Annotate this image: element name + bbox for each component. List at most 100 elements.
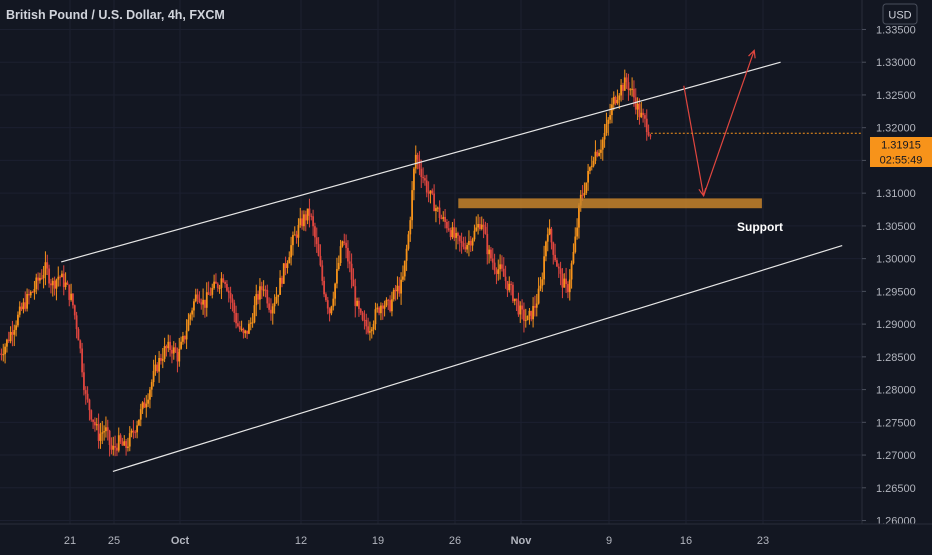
candle-body — [114, 445, 116, 448]
candle-body — [209, 294, 212, 296]
support-label: Support — [737, 220, 783, 234]
candle-body — [644, 115, 646, 119]
candle-body — [317, 244, 320, 256]
candle-body — [213, 281, 215, 289]
candle-body — [576, 227, 578, 237]
candle-body — [612, 96, 615, 105]
time-axis[interactable]: 21 25 Oct 12 19 26 Nov 9 16 23 — [64, 535, 769, 547]
candle-body — [581, 194, 584, 196]
candle-body — [526, 315, 529, 321]
projection-arrow-up — [703, 50, 755, 196]
candle-body — [260, 286, 263, 290]
symbol-title: British Pound / U.S. Dollar, 4h, FXCM — [6, 8, 225, 22]
candle-body — [44, 262, 47, 276]
candle-body — [257, 294, 259, 300]
candle-body — [381, 305, 384, 309]
candle-body — [286, 263, 289, 269]
candle-body — [559, 268, 562, 274]
candle-body — [29, 291, 32, 296]
candle-body — [339, 246, 342, 263]
candle-body — [110, 445, 113, 450]
candle-body — [145, 403, 148, 408]
candle-body — [556, 260, 558, 267]
candle-body — [105, 427, 107, 432]
candle-body — [48, 268, 50, 284]
price-tick-label: 1.28000 — [876, 385, 916, 397]
candle-body — [449, 230, 452, 238]
time-tick-label: 12 — [295, 535, 307, 547]
candle-body — [515, 298, 518, 301]
candle-body — [176, 351, 179, 362]
time-tick-label: 26 — [449, 535, 461, 547]
candle-body — [541, 279, 544, 286]
candle-body — [535, 303, 538, 308]
candle-body — [319, 255, 322, 266]
last-price-value: 1.31915 — [881, 140, 921, 152]
candle-body — [506, 281, 509, 291]
candle-body — [451, 227, 454, 238]
candle-body — [460, 241, 463, 243]
candle-body — [321, 265, 324, 281]
candle-body — [108, 430, 111, 446]
candle-body — [524, 320, 527, 322]
candle-body — [92, 419, 94, 422]
candle-body — [380, 305, 382, 314]
candle-body — [123, 441, 126, 446]
candle-body — [284, 263, 287, 269]
candle-body — [491, 258, 494, 263]
candle-body — [202, 299, 204, 305]
candle-body — [172, 347, 175, 354]
candle-body — [405, 248, 408, 261]
candle-body — [609, 115, 611, 120]
candle-body — [587, 170, 589, 183]
candle-body — [521, 305, 523, 310]
candle-body — [125, 441, 127, 448]
candle-body — [431, 190, 434, 194]
candle-body — [218, 287, 221, 289]
candle-body — [427, 192, 430, 194]
candle-body — [158, 357, 160, 372]
candle-body — [62, 273, 65, 288]
candle-body — [618, 95, 621, 100]
candle-body — [290, 245, 292, 258]
candle-body — [310, 215, 313, 217]
candle-body — [160, 357, 162, 361]
candle-body — [130, 430, 133, 434]
price-tick-label: 1.32000 — [876, 123, 916, 135]
currency-badge[interactable]: USD — [882, 3, 918, 25]
candle-body — [392, 289, 395, 300]
candle-body — [17, 314, 19, 326]
candle-body — [367, 326, 369, 333]
candle-body — [537, 288, 540, 304]
candle-body — [51, 280, 54, 286]
candle-body — [196, 294, 199, 299]
candle-body — [304, 214, 307, 221]
candles-layer — [0, 69, 652, 457]
candle-body — [469, 240, 472, 246]
candle-body — [649, 135, 652, 137]
candle-body — [622, 84, 624, 91]
candle-body — [79, 340, 82, 349]
candle-body — [457, 233, 459, 236]
candle-body — [119, 435, 122, 442]
last-price-tag: 1.31915 02:55:49 — [870, 137, 932, 167]
candle-body — [550, 228, 553, 243]
candle-body — [601, 139, 604, 150]
candle-body — [504, 276, 507, 282]
candle-body — [132, 430, 135, 433]
candle-body — [240, 328, 243, 330]
candle-body — [178, 348, 181, 362]
candle-body — [235, 312, 237, 324]
candle-body — [332, 298, 335, 307]
candle-body — [361, 312, 364, 320]
candle-body — [424, 178, 426, 181]
price-axis[interactable]: 1.335001.330001.325001.320001.315001.310… — [862, 24, 916, 528]
candle-body — [308, 208, 311, 216]
candle-body — [510, 283, 512, 285]
candle-body — [568, 279, 571, 293]
candle-body — [557, 266, 560, 269]
candle-body — [314, 226, 316, 238]
candle-body — [403, 260, 406, 277]
